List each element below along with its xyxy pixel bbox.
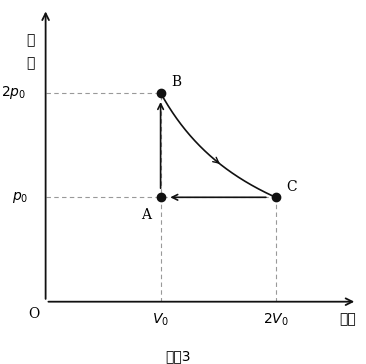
Text: $2V_0$: $2V_0$: [263, 311, 288, 328]
Text: $V_0$: $V_0$: [152, 311, 169, 328]
Text: 体積: 体積: [339, 312, 356, 327]
Text: A: A: [141, 208, 151, 222]
Text: 力: 力: [26, 57, 35, 71]
Text: $p_0$: $p_0$: [12, 190, 29, 205]
Text: 圧: 圧: [26, 33, 35, 47]
Text: $2p_0$: $2p_0$: [1, 84, 26, 102]
Text: 図　3: 図 3: [166, 349, 191, 363]
Text: B: B: [172, 75, 182, 90]
Text: C: C: [286, 180, 297, 194]
Text: O: O: [29, 307, 40, 321]
